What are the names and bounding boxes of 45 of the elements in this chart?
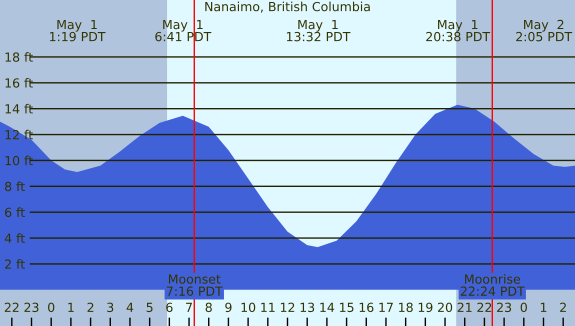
- y-tick-label: 10 ft: [6, 156, 33, 166]
- x-tick-label: 2: [560, 302, 566, 312]
- y-tick-label: 18 ft: [6, 52, 33, 62]
- x-tick-label: 17: [379, 302, 393, 312]
- x-tick-label: 10: [242, 302, 256, 312]
- x-tick-label: 13: [300, 302, 314, 312]
- ref-line-label: Moonset 7:16 PDT: [166, 274, 223, 296]
- x-tick-label: 11: [261, 302, 275, 312]
- y-tick-label: 16 ft: [6, 78, 33, 88]
- x-tick-label: 7: [186, 302, 192, 312]
- x-tick-label: 5: [146, 302, 153, 312]
- x-tick-label: 3: [107, 302, 114, 312]
- x-tick-label: 15: [340, 302, 354, 312]
- x-tick-label: 2: [88, 302, 94, 312]
- x-tick-label: 23: [24, 302, 38, 312]
- x-tick-label: 23: [497, 302, 512, 312]
- annotation: May 2 2:05 PDT: [516, 20, 572, 42]
- chart-title: Nanaimo, British Columbia: [205, 2, 370, 13]
- ref-line-label: Moonrise 22:24 PDT: [460, 274, 525, 296]
- x-tick-label: 19: [418, 302, 432, 312]
- x-tick-label: 9: [225, 302, 232, 312]
- x-tick-label: 1: [540, 302, 546, 312]
- y-tick-label: 12 ft: [6, 130, 33, 140]
- x-tick-label: 4: [126, 302, 134, 312]
- annotation: May 1 20:38 PDT: [426, 20, 490, 42]
- x-tick-label: 14: [320, 302, 334, 312]
- x-tick-label: 0: [48, 302, 54, 312]
- annotation: May 1 13:32 PDT: [286, 20, 350, 42]
- y-tick-label: 6 ft: [5, 207, 25, 218]
- y-tick-label: 8 ft: [5, 182, 25, 192]
- x-tick-label: 0: [520, 302, 527, 312]
- x-tick-label: 22: [477, 302, 492, 312]
- annotation: May 1 1:19 PDT: [50, 20, 106, 42]
- x-tick-label: 8: [206, 302, 212, 312]
- y-tick-label: 2 ft: [5, 259, 25, 269]
- x-tick-label: 1: [68, 302, 74, 312]
- x-tick-label: 22: [4, 302, 19, 312]
- x-tick-label: 20: [438, 302, 452, 312]
- x-tick-label: 12: [280, 302, 294, 312]
- x-tick-label: 21: [458, 302, 472, 312]
- x-tick-label: 18: [399, 302, 413, 312]
- y-tick-label: 4 ft: [4, 233, 25, 243]
- x-tick-label: 16: [360, 302, 374, 312]
- y-tick-label: 14 ft: [6, 104, 33, 114]
- x-tick-label: 6: [166, 302, 173, 312]
